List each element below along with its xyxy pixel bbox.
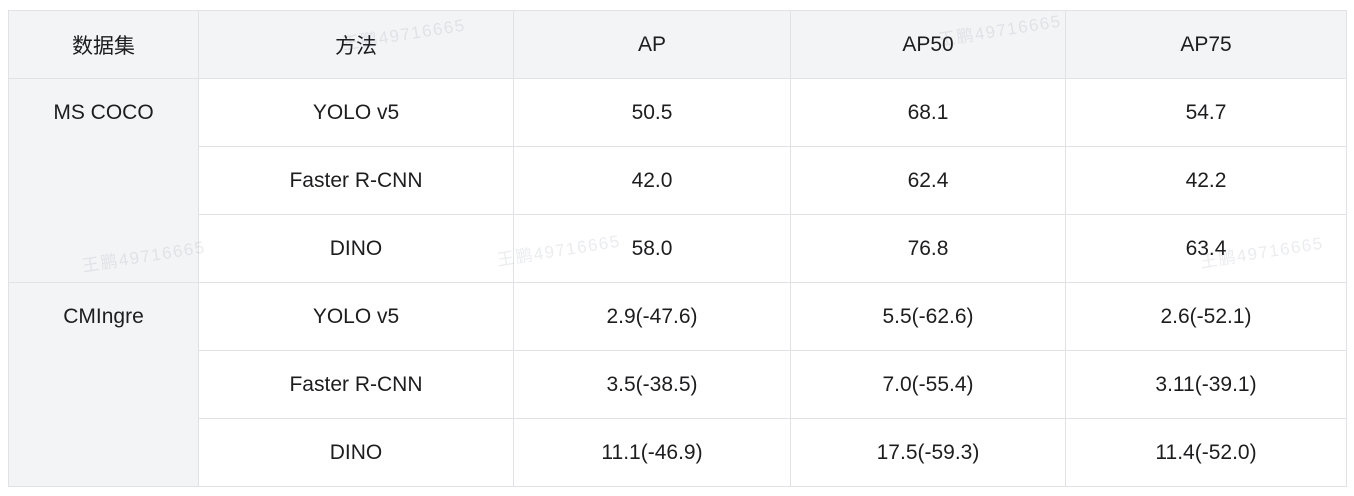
ap50-cell: 17.5(-59.3) xyxy=(790,418,1066,487)
ap-cell: 11.1(-46.9) xyxy=(513,418,791,487)
header-row: 数据集 方法 AP AP50 AP75 xyxy=(8,10,1347,79)
dataset-cell-mscoco: MS COCO xyxy=(8,78,199,283)
method-cell: Faster R-CNN xyxy=(198,146,514,215)
ap75-cell: 63.4 xyxy=(1065,214,1347,283)
table-row: Faster R-CNN 42.0 62.4 42.2 xyxy=(9,146,1347,215)
header-method: 方法 xyxy=(198,10,514,79)
dataset-cell-cmingre: CMIngre xyxy=(8,282,199,487)
header-ap50: AP50 xyxy=(790,10,1066,79)
method-cell: YOLO v5 xyxy=(198,282,514,351)
results-table: 数据集 方法 AP AP50 AP75 MS COCO YOLO v5 50.5… xyxy=(8,10,1347,487)
ap-cell: 42.0 xyxy=(513,146,791,215)
table-row: CMIngre YOLO v5 2.9(-47.6) 5.5(-62.6) 2.… xyxy=(8,282,1347,487)
table-row: DINO 11.1(-46.9) 17.5(-59.3) 11.4(-52.0) xyxy=(9,418,1347,487)
header-ap75: AP75 xyxy=(1065,10,1347,79)
ap50-cell: 62.4 xyxy=(790,146,1066,215)
header-dataset: 数据集 xyxy=(8,10,199,79)
ap-cell: 2.9(-47.6) xyxy=(513,282,791,351)
ap75-cell: 3.11(-39.1) xyxy=(1065,350,1347,419)
table-row: MS COCO YOLO v5 50.5 68.1 54.7 xyxy=(8,78,1347,283)
ap-cell: 50.5 xyxy=(513,78,791,147)
ap75-cell: 54.7 xyxy=(1065,78,1347,147)
ap50-cell: 68.1 xyxy=(790,78,1066,147)
ap-cell: 58.0 xyxy=(513,214,791,283)
ap75-cell: 42.2 xyxy=(1065,146,1347,215)
ap50-cell: 7.0(-55.4) xyxy=(790,350,1066,419)
method-cell: DINO xyxy=(198,418,514,487)
ap-cell: 3.5(-38.5) xyxy=(513,350,791,419)
method-cell: YOLO v5 xyxy=(198,78,514,147)
ap50-cell: 5.5(-62.6) xyxy=(790,282,1066,351)
table-row: DINO 58.0 76.8 63.4 xyxy=(9,214,1347,283)
method-cell: DINO xyxy=(198,214,514,283)
ap75-cell: 11.4(-52.0) xyxy=(1065,418,1347,487)
header-ap: AP xyxy=(513,10,791,79)
table-row: Faster R-CNN 3.5(-38.5) 7.0(-55.4) 3.11(… xyxy=(9,350,1347,419)
method-cell: Faster R-CNN xyxy=(198,350,514,419)
ap50-cell: 76.8 xyxy=(790,214,1066,283)
ap75-cell: 2.6(-52.1) xyxy=(1065,282,1347,351)
